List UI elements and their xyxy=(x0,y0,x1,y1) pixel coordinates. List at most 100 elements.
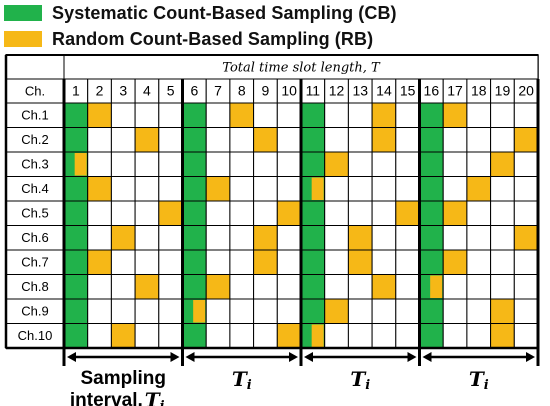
empty-cell xyxy=(395,102,420,128)
empty-cell xyxy=(229,151,255,177)
cb-sample-cell xyxy=(182,323,207,349)
cb-sample-cell xyxy=(419,225,444,251)
cb-sample-cell xyxy=(63,249,89,275)
cb-sample-cell xyxy=(182,102,207,128)
rb-sample-cell xyxy=(395,200,420,226)
slot-number: 4 xyxy=(143,83,151,99)
empty-cell xyxy=(110,274,136,300)
rb-sample-cell xyxy=(371,274,397,300)
cb-sample-cell xyxy=(182,249,207,275)
empty-cell xyxy=(490,127,515,153)
cb-sample-cell xyxy=(419,151,444,177)
channel-label: Ch.2 xyxy=(21,132,48,147)
empty-cell xyxy=(324,274,349,300)
empty-cell xyxy=(466,102,492,128)
empty-cell xyxy=(87,127,112,153)
empty-cell xyxy=(110,249,136,275)
empty-cell xyxy=(158,298,184,324)
empty-cell xyxy=(395,298,420,324)
slot-number: 14 xyxy=(376,83,392,99)
slot-number: 17 xyxy=(447,83,463,99)
empty-cell xyxy=(395,323,420,349)
empty-cell xyxy=(110,127,136,153)
channel-label: Ch.8 xyxy=(21,279,48,294)
cb-sample-cell xyxy=(419,298,444,324)
empty-cell xyxy=(324,200,349,226)
empty-cell xyxy=(371,249,397,275)
empty-cell xyxy=(513,298,539,324)
cb-sample-cell xyxy=(300,102,326,128)
empty-cell xyxy=(513,151,539,177)
cb-sample-cell xyxy=(300,200,326,226)
empty-cell xyxy=(324,102,349,128)
rb-sample-split xyxy=(430,275,443,298)
cb-sample-cell xyxy=(419,200,444,226)
table-title: Total time slot length, T xyxy=(222,61,381,76)
empty-cell xyxy=(347,200,373,226)
rb-sample-cell xyxy=(205,176,231,202)
rb-sample-cell xyxy=(276,200,302,226)
empty-cell xyxy=(229,127,255,153)
cb-sample-cell xyxy=(300,151,326,177)
empty-cell xyxy=(205,102,231,128)
slot-number: 12 xyxy=(329,83,345,99)
empty-cell xyxy=(158,102,184,128)
rb-sample-cell xyxy=(110,225,136,251)
empty-cell xyxy=(466,151,492,177)
empty-cell xyxy=(110,200,136,226)
cb-sample-cell xyxy=(182,225,207,251)
empty-cell xyxy=(490,200,515,226)
arrow-head-right xyxy=(407,352,417,362)
interval-label-line2: interval, Ti xyxy=(70,388,165,406)
empty-cell xyxy=(513,249,539,275)
empty-cell xyxy=(395,225,420,251)
empty-cell xyxy=(347,102,373,128)
slot-number: 13 xyxy=(352,83,368,99)
cb-sample-cell xyxy=(63,200,89,226)
rb-sample-cell xyxy=(87,176,112,202)
empty-cell xyxy=(158,225,184,251)
empty-cell xyxy=(276,176,302,202)
rb-sample-cell xyxy=(324,298,349,324)
rb-sample-cell xyxy=(513,225,539,251)
cb-sample-cell xyxy=(63,298,89,324)
empty-cell xyxy=(442,323,468,349)
empty-cell xyxy=(466,127,492,153)
empty-cell xyxy=(87,200,112,226)
empty-cell xyxy=(253,151,278,177)
slot-number: 20 xyxy=(518,83,534,99)
empty-cell xyxy=(324,225,349,251)
channel-label-cell xyxy=(5,249,65,275)
empty-cell xyxy=(324,127,349,153)
empty-cell xyxy=(158,151,184,177)
empty-cell xyxy=(490,225,515,251)
empty-cell xyxy=(442,298,468,324)
empty-cell xyxy=(205,249,231,275)
channel-label: Ch.4 xyxy=(21,181,48,196)
empty-cell xyxy=(466,200,492,226)
empty-cell xyxy=(442,151,468,177)
slot-number: 9 xyxy=(262,83,270,99)
channel-label: Ch.7 xyxy=(21,255,48,270)
empty-cell xyxy=(110,102,136,128)
slot-number: 7 xyxy=(214,83,222,99)
cb-sample-cell xyxy=(63,176,89,202)
empty-cell xyxy=(110,298,136,324)
rb-sample-cell xyxy=(466,176,492,202)
arrow-head-left xyxy=(67,352,76,362)
empty-cell xyxy=(87,274,112,300)
rb-sample-cell xyxy=(442,249,468,275)
rb-sample-cell xyxy=(490,151,515,177)
interval-symbol: Ti xyxy=(232,367,252,393)
rb-sample-cell xyxy=(371,102,397,128)
slot-number: 3 xyxy=(119,83,127,99)
rb-swatch xyxy=(4,31,42,47)
cb-sample-cell xyxy=(63,323,89,349)
empty-cell xyxy=(442,225,468,251)
cb-sample-cell xyxy=(63,102,89,128)
empty-cell xyxy=(466,298,492,324)
empty-cell xyxy=(347,298,373,324)
empty-cell xyxy=(371,151,397,177)
empty-cell xyxy=(276,249,302,275)
